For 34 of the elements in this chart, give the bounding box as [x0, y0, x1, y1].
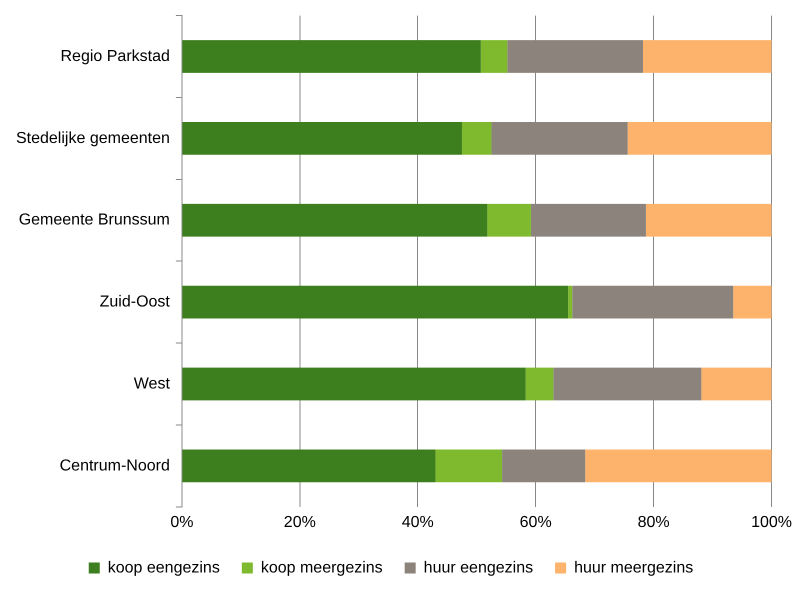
bar	[182, 286, 568, 319]
y-tick-label: Stedelijke gemeenten	[16, 130, 170, 147]
x-tick-label: 100%	[751, 514, 792, 531]
bar	[182, 449, 436, 482]
bar	[628, 122, 772, 155]
x-tick-label: 0%	[170, 514, 194, 531]
y-tick-label: Regio Parkstad	[60, 48, 170, 65]
y-tick-label: Centrum-Noord	[60, 457, 170, 474]
bar	[182, 368, 526, 400]
y-tick-label: Zuid-Oost	[100, 294, 170, 311]
bar	[585, 449, 772, 482]
bar	[462, 122, 492, 155]
legend-label: koop eengezins	[108, 559, 220, 576]
bar	[182, 204, 488, 237]
bar	[487, 204, 531, 237]
x-tick-label: 80%	[638, 514, 670, 531]
bar	[182, 40, 481, 73]
y-tick-label: West	[134, 375, 170, 392]
bar	[701, 368, 772, 400]
bar	[646, 204, 772, 237]
bar	[568, 286, 572, 319]
x-tick-label: 20%	[284, 514, 316, 531]
x-tick-label: 40%	[402, 514, 434, 531]
legend-label: huur meergezins	[574, 559, 694, 576]
bar	[642, 40, 772, 73]
bar	[182, 122, 462, 155]
legend-label: huur eengezins	[424, 559, 534, 576]
bar	[480, 40, 508, 73]
x-tick-label: 60%	[520, 514, 552, 531]
legend-label: koop meergezins	[260, 559, 383, 576]
y-tick-label: Gemeente Brunssum	[18, 212, 170, 229]
bar	[733, 286, 772, 319]
bar	[435, 449, 502, 482]
bar	[526, 368, 554, 400]
